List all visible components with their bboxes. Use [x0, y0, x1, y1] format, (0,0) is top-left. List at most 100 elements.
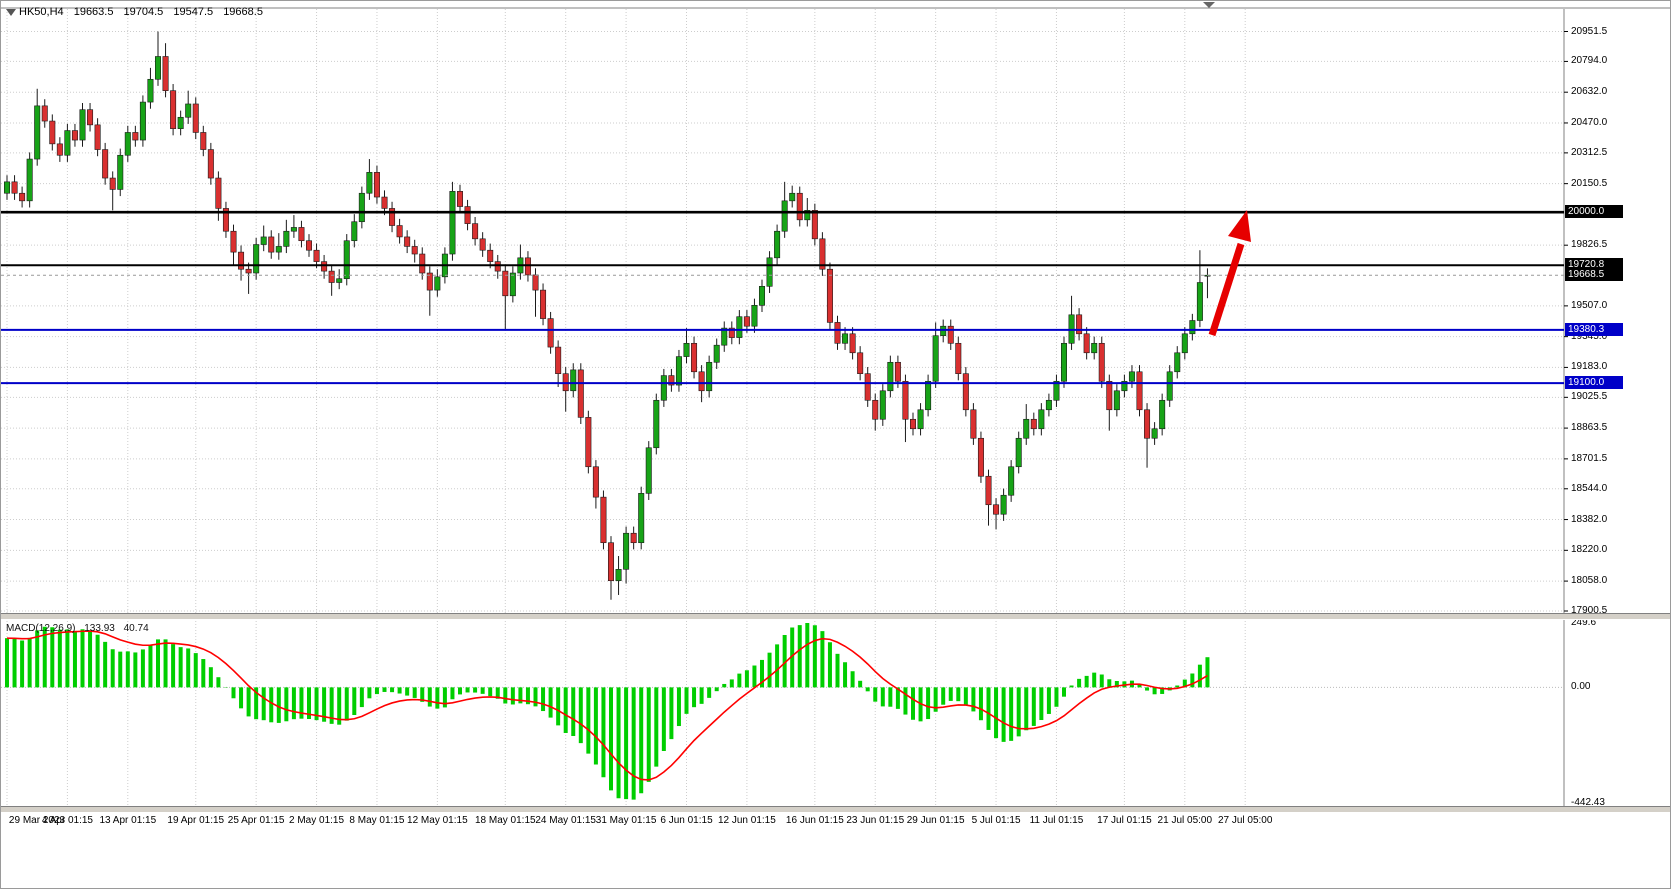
- candle[interactable]: [34, 88, 41, 166]
- candle[interactable]: [396, 218, 403, 244]
- candle[interactable]: [721, 321, 728, 352]
- candle[interactable]: [796, 186, 803, 227]
- candle[interactable]: [970, 403, 977, 445]
- candle[interactable]: [872, 393, 879, 431]
- candle[interactable]: [64, 123, 71, 162]
- candle[interactable]: [207, 142, 214, 185]
- candle[interactable]: [615, 556, 622, 595]
- candle[interactable]: [955, 336, 962, 381]
- candle[interactable]: [222, 201, 229, 238]
- candle[interactable]: [1136, 365, 1143, 417]
- candle[interactable]: [275, 233, 282, 260]
- candle[interactable]: [170, 84, 177, 136]
- candle[interactable]: [675, 349, 682, 392]
- candle[interactable]: [562, 367, 569, 412]
- candle[interactable]: [56, 137, 63, 162]
- candle[interactable]: [434, 269, 441, 297]
- candle[interactable]: [71, 123, 78, 147]
- candle[interactable]: [540, 283, 547, 326]
- candle[interactable]: [456, 184, 463, 214]
- panel-separator-macd[interactable]: [1, 613, 1670, 620]
- candle[interactable]: [117, 148, 124, 197]
- candle[interactable]: [321, 254, 328, 279]
- candle[interactable]: [811, 203, 818, 246]
- candle[interactable]: [487, 243, 494, 269]
- candle[interactable]: [645, 441, 652, 500]
- candle[interactable]: [139, 95, 146, 147]
- annotation-arrow[interactable]: [1208, 210, 1251, 337]
- candle[interactable]: [947, 319, 954, 350]
- candle[interactable]: [1098, 336, 1105, 388]
- candle[interactable]: [1083, 327, 1090, 360]
- candle[interactable]: [1121, 374, 1128, 398]
- candle[interactable]: [389, 201, 396, 233]
- candle[interactable]: [283, 219, 290, 254]
- candle[interactable]: [1128, 365, 1135, 388]
- candle[interactable]: [962, 367, 969, 417]
- candle[interactable]: [570, 363, 577, 398]
- candle[interactable]: [124, 125, 131, 162]
- candle[interactable]: [766, 251, 773, 293]
- candle[interactable]: [547, 311, 554, 354]
- candle[interactable]: [819, 232, 826, 276]
- candle[interactable]: [887, 355, 894, 398]
- candle[interactable]: [1151, 422, 1158, 445]
- candle[interactable]: [185, 90, 192, 124]
- candle[interactable]: [849, 327, 856, 360]
- candle[interactable]: [426, 266, 433, 316]
- candle[interactable]: [1000, 488, 1007, 521]
- candle[interactable]: [668, 368, 675, 392]
- candle[interactable]: [245, 262, 252, 294]
- candle[interactable]: [774, 224, 781, 265]
- candle[interactable]: [177, 110, 184, 136]
- candle[interactable]: [1015, 431, 1022, 474]
- candle[interactable]: [1068, 295, 1075, 350]
- candle[interactable]: [26, 152, 33, 208]
- candle[interactable]: [200, 125, 207, 157]
- candle[interactable]: [268, 230, 275, 259]
- candle[interactable]: [585, 410, 592, 474]
- candle[interactable]: [19, 186, 26, 208]
- candle[interactable]: [290, 215, 297, 238]
- candle[interactable]: [373, 165, 380, 204]
- candle[interactable]: [728, 321, 735, 345]
- candle[interactable]: [366, 159, 373, 200]
- candle[interactable]: [781, 181, 788, 238]
- candle[interactable]: [94, 118, 101, 157]
- candle[interactable]: [1181, 327, 1188, 360]
- candle[interactable]: [1023, 404, 1030, 445]
- candle[interactable]: [1159, 393, 1166, 436]
- candle[interactable]: [834, 315, 841, 350]
- candle[interactable]: [358, 186, 365, 229]
- candle[interactable]: [41, 99, 48, 128]
- panel-separator-timeaxis[interactable]: [1, 806, 1670, 813]
- candle[interactable]: [87, 103, 94, 132]
- candle[interactable]: [1166, 365, 1173, 407]
- candle[interactable]: [1045, 393, 1052, 417]
- candle[interactable]: [1204, 268, 1211, 299]
- candle[interactable]: [1008, 460, 1015, 502]
- symbol-dropdown-icon[interactable]: [6, 9, 16, 16]
- candle[interactable]: [1113, 384, 1120, 417]
- candle[interactable]: [842, 327, 849, 350]
- candle[interactable]: [502, 264, 509, 330]
- candle[interactable]: [985, 469, 992, 526]
- candle[interactable]: [494, 254, 501, 279]
- candle[interactable]: [993, 498, 1000, 530]
- candle[interactable]: [925, 374, 932, 417]
- candle[interactable]: [638, 486, 645, 550]
- candle[interactable]: [751, 298, 758, 333]
- candle[interactable]: [11, 175, 18, 200]
- candle[interactable]: [253, 237, 260, 280]
- candle[interactable]: [917, 403, 924, 436]
- candle[interactable]: [147, 67, 154, 109]
- candle[interactable]: [132, 125, 139, 147]
- candle[interactable]: [479, 232, 486, 257]
- candle[interactable]: [1174, 346, 1181, 379]
- candle[interactable]: [1144, 403, 1151, 468]
- candle[interactable]: [1196, 250, 1203, 328]
- candle[interactable]: [653, 393, 660, 455]
- candle[interactable]: [1053, 374, 1060, 407]
- candle[interactable]: [313, 243, 320, 269]
